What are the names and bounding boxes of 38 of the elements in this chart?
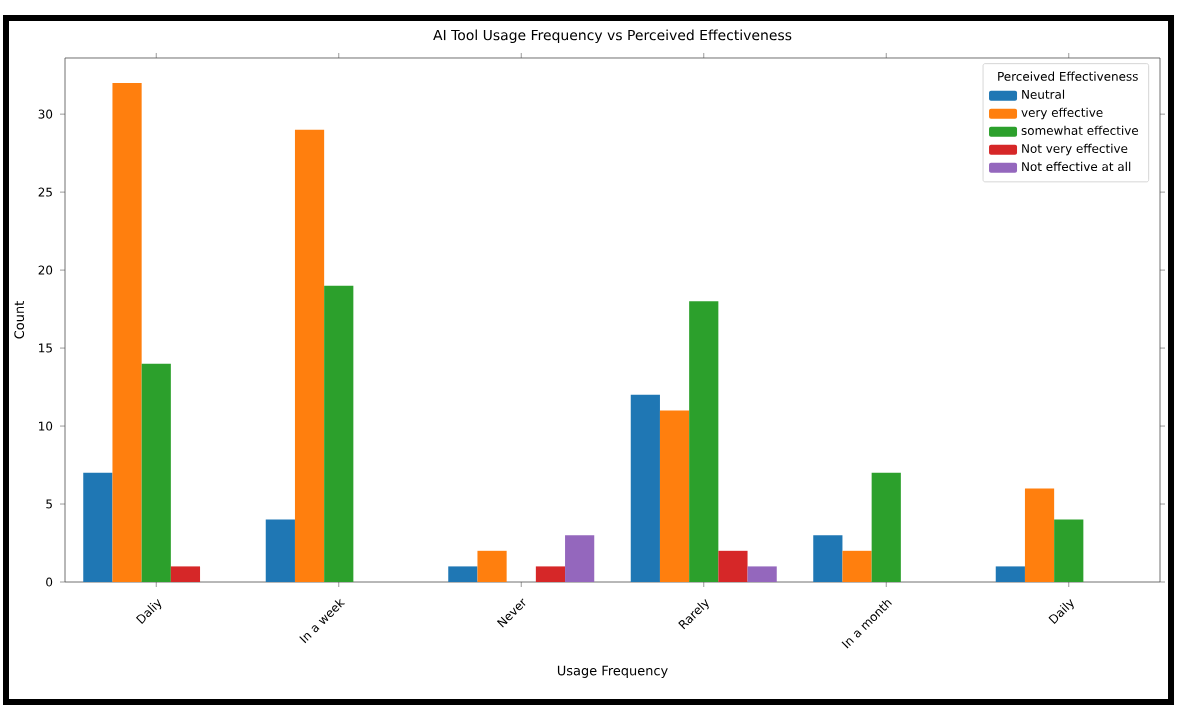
bar [265, 519, 295, 582]
bar [689, 301, 719, 582]
bar [659, 410, 690, 582]
bar [842, 550, 872, 582]
y-tick-label: 30 [38, 109, 53, 119]
bar [565, 535, 595, 582]
legend-label: Not very effective [1022, 143, 1128, 156]
y-axis-title: Count [14, 301, 25, 339]
bar [747, 566, 777, 582]
bar [477, 550, 507, 582]
bar [83, 472, 113, 582]
y-tick-label: 15 [39, 343, 52, 353]
bar [324, 285, 354, 582]
legend-label: Neutral [1022, 89, 1065, 99]
bar [995, 566, 1025, 582]
bar [1024, 488, 1055, 582]
y-tick-label: 25 [38, 187, 52, 197]
bar [141, 363, 171, 582]
legend-label: Not effective at all [1022, 161, 1131, 172]
bar [718, 550, 748, 582]
y-tick-label: 0 [46, 577, 53, 587]
bar [535, 566, 566, 582]
bar [813, 535, 843, 582]
bar [170, 566, 201, 582]
x-axis-title: Usage Frequency [557, 665, 668, 678]
y-tick-label: 20 [38, 265, 53, 275]
legend-label: somewhat effective [1021, 125, 1139, 135]
bar [871, 472, 901, 582]
bar [1054, 519, 1084, 582]
bar [630, 394, 660, 582]
bar [294, 129, 325, 582]
y-tick-label: 5 [46, 499, 52, 509]
bar [112, 82, 142, 582]
legend-label: very effective [1021, 107, 1103, 120]
bar [448, 566, 478, 582]
y-tick-label: 10 [39, 421, 53, 431]
legend-title: Perceived Effectiveness [998, 71, 1138, 81]
chart-title: AI Tool Usage Frequency vs Perceived Effectiveness [433, 29, 792, 43]
